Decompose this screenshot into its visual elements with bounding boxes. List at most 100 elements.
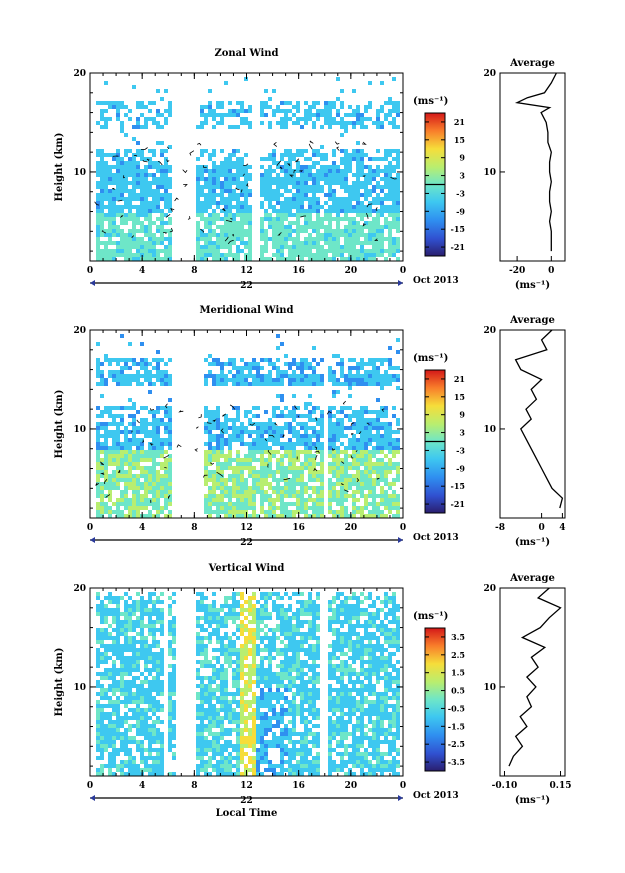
profile-y-tick: 20: [483, 326, 496, 336]
profile-title: Average: [509, 58, 555, 69]
colorbar-tick: -21: [451, 242, 465, 252]
x-tick-label: 16: [292, 523, 305, 533]
colorbar: (ms⁻¹) 21 15 9 3 -3 -9 -15 -21: [413, 96, 465, 257]
x-tick-label: 8: [191, 266, 197, 276]
profile-frame: [499, 587, 566, 777]
meridional-contours: [95, 400, 385, 503]
colorbar-tick: -3: [456, 445, 465, 455]
colorbar-tick: -21: [451, 499, 465, 509]
colorbar: (ms⁻¹) 21 15 9 3 -3 -9 -15 -21: [413, 353, 465, 514]
x-tick-label: 20: [345, 523, 358, 533]
colorbar-tick: 15: [454, 392, 465, 402]
colorbar-tick: 15: [454, 135, 465, 145]
x-tick-label: 4: [139, 266, 145, 276]
x-axis-label: Local Time: [216, 808, 278, 819]
profile-title: Average: [509, 315, 555, 326]
x-tick-label: 0: [400, 266, 406, 276]
profile-y-tick: 10: [483, 425, 496, 435]
month-label: Oct 2013: [413, 791, 459, 801]
colorbar-tick: 3: [459, 428, 465, 438]
y-axis-label: Height (km): [54, 133, 65, 202]
x-tick-label: 0: [400, 523, 406, 533]
colorbar-tick: 3.5: [451, 632, 465, 642]
y-tick-label: 10: [73, 168, 86, 178]
colorbar-tick: -0.5: [448, 703, 465, 713]
profile-y-tick: 10: [483, 683, 496, 693]
profile-x-tick: -0.10: [492, 781, 518, 791]
meridional-heatmap: [96, 334, 400, 518]
colorbar-tick: -2.5: [448, 739, 465, 749]
meridional-panel: Meridional Wind 0 4 8 12 16 20 0 20 10 Height (km)…: [54, 305, 566, 548]
profile-x-tick: 0: [538, 523, 544, 533]
x-tick-label: 0: [87, 523, 93, 533]
vertical-heatmap: [96, 592, 400, 776]
x-tick-label: 16: [292, 781, 305, 791]
colorbar-tick: 0.5: [451, 686, 465, 696]
colorbar-tick: -9: [456, 206, 465, 216]
colorbar-tick: 2.5: [451, 650, 465, 660]
vertical-panel: Vertical Wind 0 4 8 12 16 20 0 20 10 Height (km) 22…: [54, 563, 571, 819]
panel-title: Meridional Wind: [199, 305, 293, 316]
colorbar-tick: 21: [454, 117, 465, 127]
colorbar-tick: -3.5: [448, 757, 465, 767]
colorbar: (ms⁻¹)3.5 2.5 1.5 0.5 -0.5 -1.5 -2.5 -3.5: [413, 611, 465, 772]
colorbar-unit: (ms⁻¹): [413, 353, 448, 364]
colorbar-tick: 21: [454, 374, 465, 384]
colorbar-tick: 9: [459, 410, 465, 420]
y-tick-label: 10: [73, 683, 86, 693]
panel-title: Zonal Wind: [214, 48, 278, 59]
x-tick-label: 0: [87, 266, 93, 276]
x-tick-label: 8: [191, 523, 197, 533]
x-tick-label: 20: [345, 266, 358, 276]
y-tick-label: 20: [73, 326, 86, 336]
x-tick-label: 4: [139, 523, 145, 533]
colorbar-tick: -15: [451, 224, 465, 234]
profile-y-tick: 10: [483, 168, 496, 178]
profile-y-tick: 20: [483, 584, 496, 594]
profile-frame: [499, 72, 566, 262]
profile-y-tick: 20: [483, 69, 496, 79]
profile-x-tick: -20: [509, 266, 525, 276]
month-label: Oct 2013: [413, 533, 459, 543]
zonal-average-profile: Average 20 10 -20 0 (ms⁻¹): [483, 58, 566, 291]
date-label: 22: [240, 796, 253, 806]
x-tick-label: 0: [87, 781, 93, 791]
colorbar-unit: (ms⁻¹): [413, 611, 448, 622]
x-tick-label: 20: [345, 781, 358, 791]
profile-unit: (ms⁻¹): [515, 537, 550, 548]
colorbar-tick: 1.5: [451, 668, 465, 678]
zonal-contours: [94, 140, 397, 245]
x-tick-label: 12: [240, 523, 253, 533]
x-tick-label: 16: [292, 266, 305, 276]
profile-unit: (ms⁻¹): [515, 795, 550, 806]
x-tick-label: 4: [139, 781, 145, 791]
x-tick-label: 0: [400, 781, 406, 791]
profile-x-tick: -8: [495, 523, 505, 533]
meridional-average-profile: Average 20 10 -8 0 4 (ms⁻¹): [483, 315, 565, 548]
profile-x-tick: 0.15: [550, 781, 572, 791]
date-label: 22: [240, 538, 253, 548]
y-tick-label: 10: [73, 425, 86, 435]
profile-unit: (ms⁻¹): [515, 280, 550, 291]
colorbar-tick: 9: [459, 153, 465, 163]
y-tick-label: 20: [73, 584, 86, 594]
x-tick-label: 12: [240, 781, 253, 791]
colorbar-tick: -9: [456, 463, 465, 473]
profile-x-tick: 0: [548, 266, 554, 276]
month-label: Oct 2013: [413, 276, 459, 286]
date-label: 22: [240, 281, 253, 291]
profile-line: [508, 587, 562, 767]
colorbar-tick: -15: [451, 481, 465, 491]
x-tick-label: 12: [240, 266, 253, 276]
profile-title: Average: [509, 573, 555, 584]
zonal-panel: Zonal Wind 0 4 8 12 16 20 0 20 10 Height (km) 22 Oct…: [54, 48, 566, 291]
y-axis-label: Height (km): [54, 648, 65, 717]
x-tick-label: 8: [191, 781, 197, 791]
profile-x-tick: 4: [559, 523, 565, 533]
colorbar-unit: (ms⁻¹): [413, 96, 448, 107]
colorbar-tick: -1.5: [448, 721, 465, 731]
y-tick-label: 20: [73, 69, 86, 79]
y-axis-label: Height (km): [54, 390, 65, 459]
profile-frame: [499, 329, 566, 519]
